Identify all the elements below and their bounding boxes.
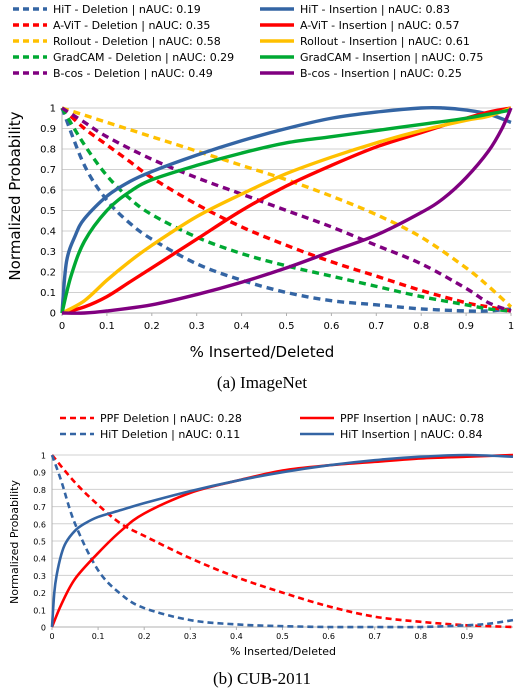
imagenet-plot-area bbox=[60, 105, 513, 315]
imagenet-series-line-3 bbox=[60, 107, 512, 313]
imagenet-grid bbox=[61, 107, 512, 316]
cub-x-tick-label: 0.2 bbox=[138, 632, 151, 641]
imagenet-y-tick-label: 0.5 bbox=[40, 206, 56, 217]
cub-y-tick-label: 1 bbox=[41, 452, 46, 461]
cub-x-tick-label: 0 bbox=[49, 632, 54, 641]
imagenet-legend: HiT - Deletion | nAUC: 0.19 A-ViT - Delet… bbox=[13, 3, 483, 80]
cub-y-tick-label: 0.5 bbox=[33, 538, 46, 547]
cub-y-tick-label: 0.8 bbox=[33, 486, 46, 495]
imagenet-y-axis-label: Normalized Probability bbox=[6, 111, 24, 280]
imagenet-series-line-5 bbox=[60, 105, 512, 314]
cub-y-tick-label: 0.2 bbox=[33, 589, 46, 598]
cub-y-tick-label: 0.3 bbox=[33, 572, 46, 581]
cub-y-axis-label: Normalized Probability bbox=[8, 480, 21, 605]
imagenet-x-tick-label: 0.2 bbox=[144, 321, 160, 332]
cub-series-line-3 bbox=[50, 453, 514, 628]
imagenet-series-line-1 bbox=[60, 106, 512, 313]
imagenet-y-tick-label: 0.8 bbox=[40, 145, 56, 156]
cub-legend-label-0: PPF Deletion | nAUC: 0.28 bbox=[100, 412, 242, 425]
cub-x-tick-label: 0.3 bbox=[184, 632, 197, 641]
imagenet-legend-label-8: GradCAM - Insertion | nAUC: 0.75 bbox=[300, 51, 483, 64]
cub-legend-label-1: HiT Deletion | nAUC: 0.11 bbox=[100, 428, 240, 441]
imagenet-x-tick-label: 0.5 bbox=[279, 321, 295, 332]
cub-legend: PPF Deletion | nAUC: 0.28 HiT Deletion | … bbox=[60, 412, 484, 441]
cub-x-tick-label: 0.8 bbox=[414, 632, 427, 641]
imagenet-y-tick-label: 0.7 bbox=[40, 165, 56, 176]
imagenet-x-tick-label: 0.6 bbox=[323, 321, 339, 332]
imagenet-y-tick-label: 0.1 bbox=[40, 288, 56, 299]
imagenet-y-tick-label: 0.9 bbox=[40, 124, 56, 135]
cub-x-tick-label: 0.9 bbox=[461, 632, 474, 641]
cub-y-tick-label: 0.6 bbox=[33, 520, 46, 529]
imagenet-legend-label-3: GradCAM - Deletion | nAUC: 0.29 bbox=[53, 51, 234, 64]
imagenet-x-tick-label: 0.1 bbox=[99, 321, 115, 332]
imagenet-x-tick-label: 0.7 bbox=[368, 321, 384, 332]
imagenet-legend-label-5: HiT - Insertion | nAUC: 0.83 bbox=[300, 3, 450, 16]
imagenet-legend-label-7: Rollout - Insertion | nAUC: 0.61 bbox=[300, 35, 470, 48]
cub-y-tick-label: 0.9 bbox=[33, 469, 46, 478]
imagenet-x-tick-label: 0.9 bbox=[458, 321, 474, 332]
imagenet-x-tick-label: 1 bbox=[508, 321, 514, 332]
imagenet-legend-label-0: HiT - Deletion | nAUC: 0.19 bbox=[53, 3, 201, 16]
cub-x-tick-label: 0.1 bbox=[92, 632, 105, 641]
imagenet-legend-label-1: A-ViT - Deletion | nAUC: 0.35 bbox=[53, 19, 210, 32]
cub-grid bbox=[51, 454, 513, 630]
cub-x-ticks: 0 0.1 0.2 0.3 0.4 0.5 0.6 0.7 0.8 0.9 bbox=[49, 632, 473, 641]
cub-x-tick-label: 0.7 bbox=[368, 632, 381, 641]
imagenet-y-tick-label: 0.2 bbox=[40, 268, 56, 279]
cub-panel: PPF Deletion | nAUC: 0.28 HiT Deletion | … bbox=[8, 412, 514, 688]
imagenet-series-line-0 bbox=[60, 107, 512, 313]
imagenet-x-ticks: 0 0.1 0.2 0.3 0.4 0.5 0.6 0.7 0.8 0.9 1 bbox=[59, 321, 514, 332]
imagenet-legend-label-6: A-ViT - Insertion | nAUC: 0.57 bbox=[300, 19, 460, 32]
imagenet-legend-label-2: Rollout - Deletion | nAUC: 0.58 bbox=[53, 35, 221, 48]
imagenet-y-tick-label: 0.3 bbox=[40, 247, 56, 258]
imagenet-y-tick-label: 0.6 bbox=[40, 186, 56, 197]
imagenet-x-tick-label: 0.3 bbox=[189, 321, 205, 332]
imagenet-y-tick-label: 0 bbox=[50, 309, 56, 320]
imagenet-x-tick-label: 0.8 bbox=[413, 321, 429, 332]
imagenet-legend-label-4: B-cos - Deletion | nAUC: 0.49 bbox=[53, 67, 213, 80]
cub-x-tick-label: 0.4 bbox=[230, 632, 243, 641]
cub-series-line-0 bbox=[51, 454, 514, 629]
imagenet-y-tick-label: 0.4 bbox=[40, 227, 56, 238]
cub-y-tick-label: 0.7 bbox=[33, 503, 46, 512]
cub-y-tick-label: 0.1 bbox=[33, 606, 46, 615]
cub-y-tick-label: 0.4 bbox=[33, 555, 46, 564]
imagenet-legend-label-9: B-cos - Insertion | nAUC: 0.25 bbox=[300, 67, 462, 80]
imagenet-caption: (a) ImageNet bbox=[217, 373, 307, 392]
imagenet-series-line-4 bbox=[61, 106, 512, 313]
cub-legend-label-3: HiT Insertion | nAUC: 0.84 bbox=[340, 428, 482, 441]
imagenet-series-line-9 bbox=[61, 107, 513, 315]
cub-y-tick-label: 0 bbox=[41, 624, 46, 633]
imagenet-y-tick-label: 1 bbox=[50, 104, 56, 115]
imagenet-panel: HiT - Deletion | nAUC: 0.19 A-ViT - Delet… bbox=[6, 3, 514, 392]
cub-x-tick-label: 0.6 bbox=[322, 632, 335, 641]
cub-y-ticks: 0 0.1 0.2 0.3 0.4 0.5 0.6 0.7 0.8 0.9 1 bbox=[33, 452, 46, 633]
cub-caption: (b) CUB-2011 bbox=[213, 669, 311, 688]
cub-legend-label-2: PPF Insertion | nAUC: 0.78 bbox=[340, 412, 484, 425]
imagenet-series-line-8 bbox=[60, 108, 512, 314]
imagenet-x-axis-label: % Inserted/Deleted bbox=[190, 343, 335, 361]
cub-x-axis-label: % Inserted/Deleted bbox=[230, 645, 336, 658]
imagenet-series-line-2 bbox=[61, 106, 513, 309]
imagenet-y-ticks: 0 0.1 0.2 0.3 0.4 0.5 0.6 0.7 0.8 0.9 1 bbox=[40, 104, 56, 320]
cub-plot-area bbox=[50, 453, 514, 629]
imagenet-x-tick-label: 0.4 bbox=[234, 321, 250, 332]
imagenet-x-tick-label: 0 bbox=[59, 321, 65, 332]
imagenet-series-line-7 bbox=[61, 106, 512, 315]
cub-x-tick-label: 0.5 bbox=[276, 632, 289, 641]
